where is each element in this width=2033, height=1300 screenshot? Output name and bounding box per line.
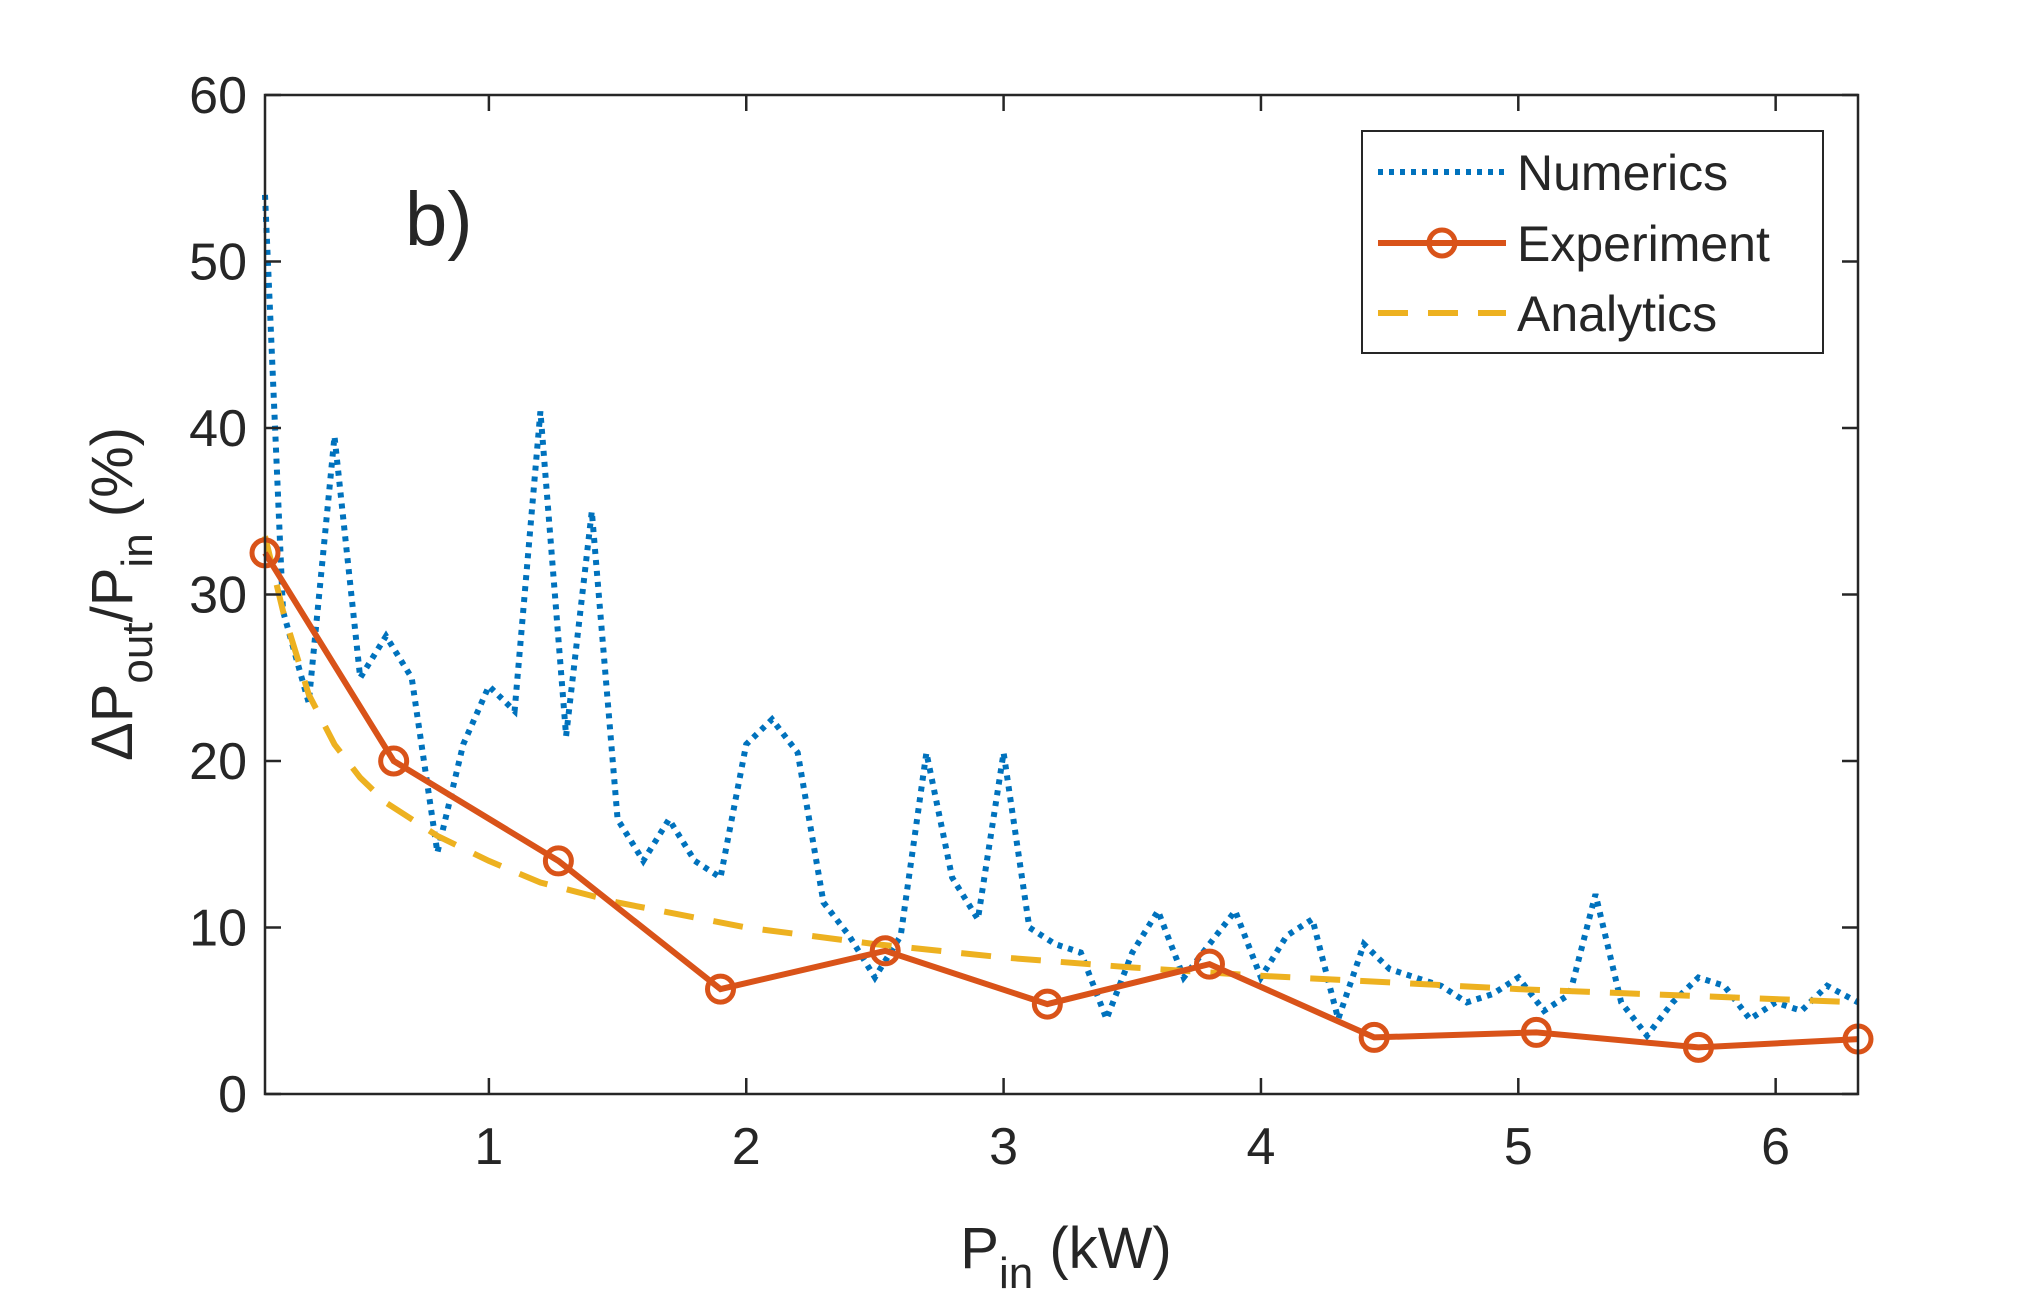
- y-tick-label: 60: [189, 67, 247, 125]
- legend-experiment-label: Experiment: [1517, 216, 1770, 272]
- x-tick-label: 5: [1504, 1118, 1533, 1176]
- experiment-point: [1358, 1021, 1390, 1053]
- experiment-point: [869, 935, 901, 967]
- y-tick-label: 30: [189, 567, 247, 625]
- y-tick-label: 10: [189, 900, 247, 958]
- x-axis-label-main: P: [960, 1216, 999, 1281]
- y-axis-label-delta: ΔP: [80, 684, 145, 761]
- x-tick-label: 3: [989, 1118, 1018, 1176]
- legend-analytics-label: Analytics: [1517, 286, 1717, 342]
- legend-experiment-marker: [1426, 227, 1458, 259]
- y-tick-label: 0: [218, 1066, 247, 1124]
- y-axis-label-sub1: out: [113, 622, 162, 683]
- experiment-point: [1520, 1016, 1552, 1048]
- ticks-layer: 0 10 20 30 40 50 60 1 2 3 4 5 6: [189, 67, 1858, 1176]
- y-axis-label-mid: /P: [80, 568, 145, 623]
- legend-numerics-label: Numerics: [1517, 145, 1728, 201]
- y-axis-label: ΔPout/Pin (%): [80, 427, 162, 761]
- y-axis-label-tail: (%): [80, 427, 145, 533]
- y-tick-label: 40: [189, 400, 247, 458]
- x-axis-label: Pin (kW): [960, 1216, 1171, 1298]
- experiment-point: [378, 745, 410, 777]
- series-line-analytics: [262, 535, 1859, 1006]
- y-axis-label-sub2: in: [113, 533, 162, 567]
- panel-label: b): [405, 177, 473, 262]
- experiment-point: [705, 973, 737, 1005]
- x-axis-label-sub: in: [999, 1249, 1033, 1298]
- experiment-point: [1031, 988, 1063, 1020]
- x-tick-label: 4: [1246, 1118, 1275, 1176]
- experiment-point: [542, 845, 574, 877]
- y-tick-label: 20: [189, 733, 247, 791]
- legend: Numerics Experiment Analytics: [1361, 130, 1824, 354]
- x-tick-label: 6: [1761, 1118, 1790, 1176]
- x-tick-label: 1: [474, 1118, 503, 1176]
- experiment-point: [1682, 1031, 1714, 1063]
- x-tick-label: 2: [732, 1118, 761, 1176]
- x-axis-label-tail: (kW): [1033, 1216, 1172, 1281]
- y-tick-label: 50: [189, 234, 247, 292]
- series-line-experiment: [262, 551, 1859, 1051]
- experiment-point: [1193, 948, 1225, 980]
- series-layer: [249, 194, 1874, 1063]
- series-line-numerics: [262, 194, 1860, 1041]
